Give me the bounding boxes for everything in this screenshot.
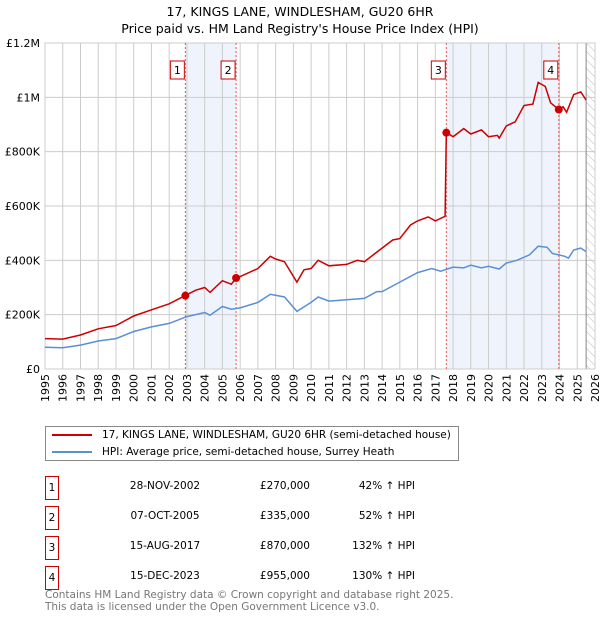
sale-number-badge: 3 (45, 536, 59, 560)
x-tick-label: 2026 (589, 374, 600, 402)
series-line-hpi (44, 245, 587, 349)
sale-row: 1 28-NOV-2002 £270,000 42% ↑ HPI (45, 476, 445, 500)
footer-line: This data is licensed under the Open Gov… (45, 600, 380, 613)
x-tick-label: 2017 (429, 374, 442, 402)
sale-date: 15-DEC-2023 (130, 570, 200, 582)
x-tick-label: 2016 (412, 374, 425, 402)
x-tick-label: 2000 (128, 374, 141, 402)
y-tick-label: £1.2M (6, 37, 40, 50)
y-tick-label: £0 (26, 363, 40, 376)
forecast-hatch (586, 43, 595, 369)
x-tick-label: 2006 (234, 374, 247, 402)
sale-price: £335,000 (259, 510, 310, 522)
y-tick-label: £1M (17, 91, 41, 104)
footer-line: Contains HM Land Registry data © Crown c… (45, 589, 454, 601)
sale-row: 4 15-DEC-2023 £955,000 130% ↑ HPI (45, 566, 445, 590)
legend-label: HPI: Average price, semi-detached house,… (102, 446, 395, 458)
legend-item-property: 17, KINGS LANE, WINDLESHAM, GU20 6HR (se… (52, 427, 451, 443)
sale-label-box (169, 60, 185, 80)
sale-hpi-change: 42% ↑ HPI (358, 480, 415, 492)
sale-point (232, 273, 241, 282)
y-tick-label: £600K (5, 200, 41, 213)
x-tick-label: 2020 (483, 374, 496, 402)
sale-hpi-change: 52% ↑ HPI (358, 510, 415, 522)
sale-point (181, 291, 190, 300)
sale-label-box (543, 60, 559, 80)
sale-hpi-change: 132% ↑ HPI (352, 540, 415, 552)
series-line-property (44, 81, 587, 340)
sale-point (554, 105, 563, 114)
x-tick-label: 2004 (199, 374, 212, 402)
x-tick-label: 2012 (341, 374, 354, 402)
sale-point (442, 128, 451, 137)
x-tick-label: 2019 (465, 374, 478, 402)
x-tick-label: 2021 (500, 374, 513, 402)
x-tick-label: 2002 (163, 374, 176, 402)
y-tick-label: £200K (5, 309, 41, 322)
sale-row: 3 15-AUG-2017 £870,000 132% ↑ HPI (45, 536, 445, 560)
x-tick-label: 1995 (39, 374, 52, 402)
sale-date: 28-NOV-2002 (129, 480, 201, 492)
x-tick-label: 2007 (252, 374, 265, 402)
x-tick-label: 2009 (287, 374, 300, 402)
sale-number-badge: 1 (45, 476, 59, 500)
x-tick-label: 2024 (554, 374, 567, 402)
x-tick-label: 2025 (571, 374, 584, 402)
x-tick-label: 2001 (145, 374, 158, 402)
x-tick-label: 2011 (323, 374, 336, 402)
sale-hpi-change: 130% ↑ HPI (352, 570, 415, 582)
sale-number-badge: 4 (45, 566, 59, 590)
sale-label-box (220, 60, 236, 80)
price-chart: 1995 1996 1997 1998 1999 2000 2001 2002 2003 2004… (5, 37, 600, 402)
x-tick-label: 1997 (74, 374, 87, 402)
x-tick-label: 2013 (358, 374, 371, 402)
legend-swatch-blue (52, 451, 92, 453)
sale-number-badge: 2 (45, 506, 59, 530)
x-tick-label: 2015 (394, 374, 407, 402)
y-tick-label: £400K (5, 254, 41, 267)
sale-date: 07-OCT-2005 (130, 510, 200, 522)
x-tick-label: 2003 (181, 374, 194, 402)
chart-subtitle: Price paid vs. HM Land Registry's House … (121, 21, 479, 36)
x-tick-label: 2023 (536, 374, 549, 402)
footer: Contains HM Land Registry data © Crown c… (45, 589, 454, 613)
sale-label: 2 (225, 64, 232, 77)
x-tick-label: 1996 (57, 374, 70, 402)
sale-price: £955,000 (259, 570, 310, 582)
y-tick-label: £800K (5, 146, 41, 159)
x-tick-label: 2022 (518, 374, 531, 402)
sale-label-box (430, 60, 446, 80)
legend-label: 17, KINGS LANE, WINDLESHAM, GU20 6HR (se… (102, 429, 451, 441)
sale-date: 15-AUG-2017 (129, 540, 201, 552)
x-tick-label: 2005 (216, 374, 229, 402)
legend-item-hpi: HPI: Average price, semi-detached house,… (52, 444, 394, 460)
x-tick-label: 2018 (447, 374, 460, 402)
chart-title: 17, KINGS LANE, WINDLESHAM, GU20 6HR (166, 4, 434, 19)
sale-price: £270,000 (259, 480, 310, 492)
sale-label: 4 (547, 64, 554, 77)
plot-border (44, 42, 596, 370)
x-tick-label: 1999 (110, 374, 123, 402)
sale-row: 2 07-OCT-2005 £335,000 52% ↑ HPI (45, 506, 445, 530)
legend: 17, KINGS LANE, WINDLESHAM, GU20 6HR (se… (45, 426, 459, 461)
x-tick-label: 2010 (305, 374, 318, 402)
sale-price: £870,000 (259, 540, 310, 552)
x-tick-label: 1998 (92, 374, 105, 402)
sale-label: 3 (435, 64, 442, 77)
x-tick-label: 2008 (270, 374, 283, 402)
x-tick-label: 2014 (376, 374, 389, 402)
sale-label: 1 (174, 64, 181, 77)
legend-swatch-red (52, 434, 92, 436)
